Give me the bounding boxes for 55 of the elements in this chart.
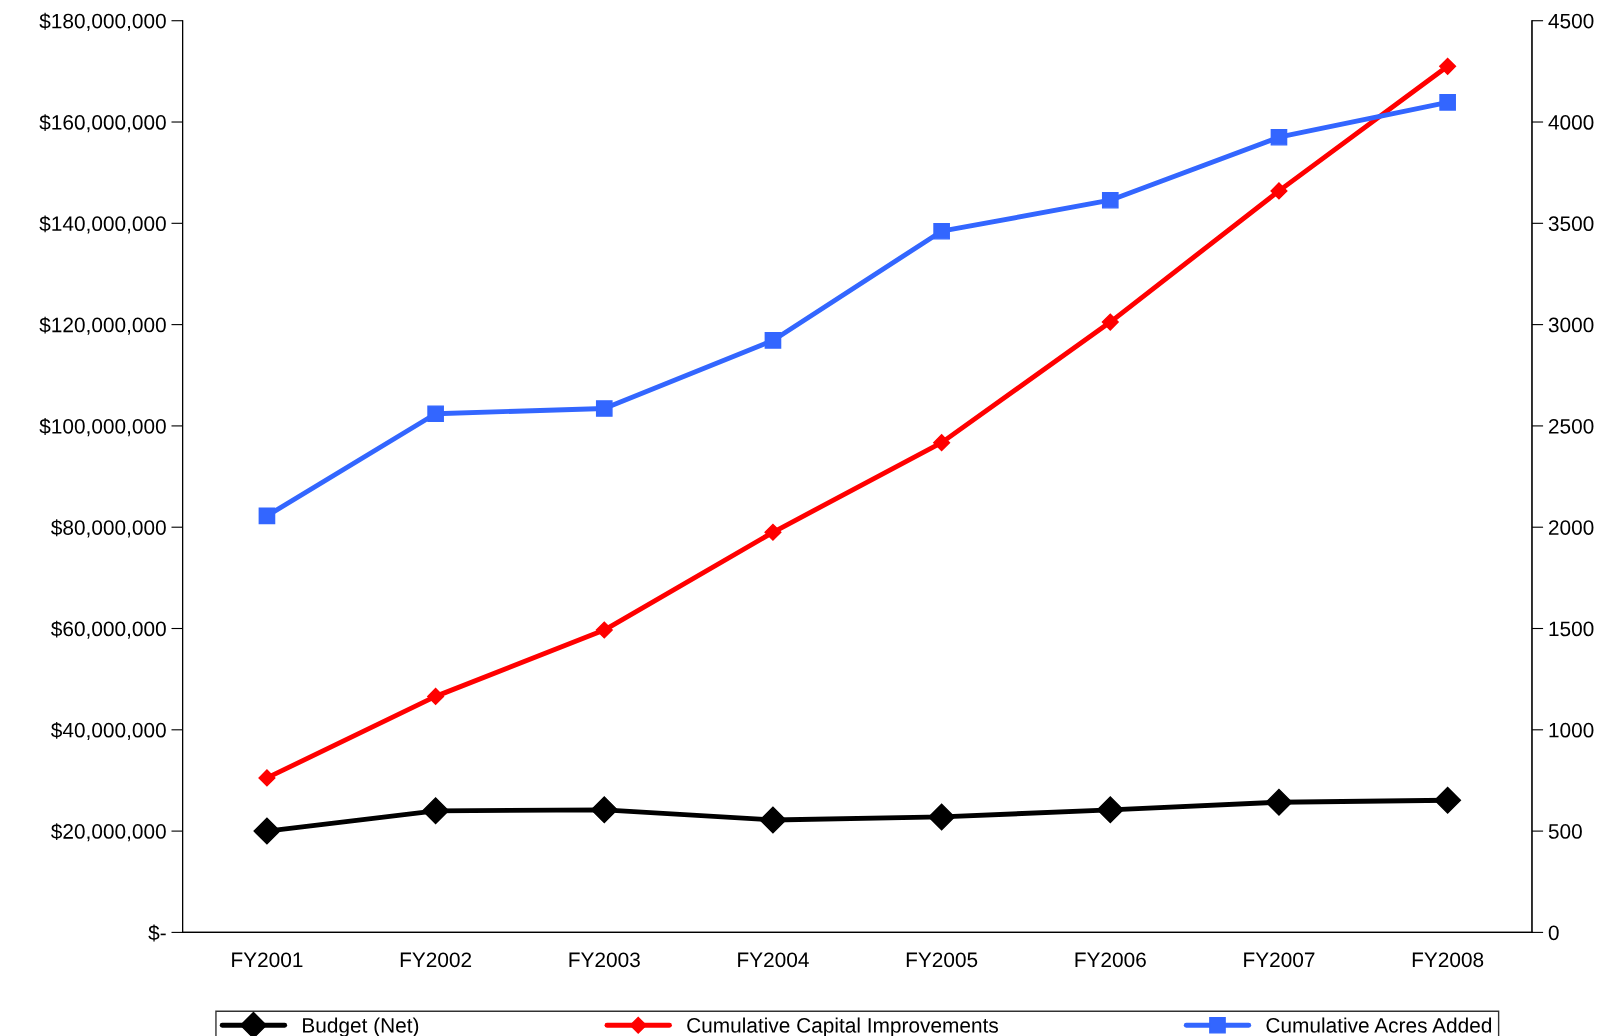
point — [1439, 57, 1457, 75]
y2-tick-label: 2000 — [1548, 520, 1594, 535]
point — [933, 434, 951, 452]
y2-tick-label: 500 — [1548, 824, 1582, 839]
y-tick-label: $60,000,000 — [51, 620, 166, 639]
point — [258, 507, 276, 525]
point — [933, 222, 950, 240]
legend-label: Cumulative Acres Added — [1266, 1017, 1492, 1033]
point — [764, 332, 782, 349]
legend-label: Budget (Net) — [303, 1017, 419, 1036]
x-tick-label: FY2008 — [1412, 952, 1484, 968]
y2-tick-label: 3000 — [1548, 317, 1594, 333]
point — [590, 796, 618, 824]
point — [595, 621, 613, 639]
y-tick-label: $40,000,000 — [51, 721, 166, 741]
y2-tick-label: 4500 — [1548, 13, 1594, 29]
point — [595, 400, 613, 417]
y2-tick-label: 4000 — [1548, 115, 1594, 130]
point — [427, 405, 444, 423]
point — [258, 769, 276, 787]
point — [253, 817, 281, 845]
y2-tick-label: 2500 — [1548, 418, 1594, 434]
point — [427, 687, 445, 705]
y-tick-label: $20,000,000 — [51, 823, 166, 842]
point — [1270, 182, 1288, 200]
point — [422, 797, 450, 825]
point — [1096, 796, 1124, 824]
x-tick-label: FY2002 — [400, 952, 472, 968]
point — [1265, 788, 1293, 816]
point — [928, 803, 956, 831]
y-tick-label: $140,000,000 — [39, 215, 166, 234]
point — [1101, 313, 1119, 331]
y-tick-label: $- — [148, 924, 166, 942]
x-tick-label: FY2007 — [1244, 952, 1315, 968]
x-tick-label: FY2001 — [232, 952, 303, 968]
x-tick-label: FY2003 — [569, 952, 640, 968]
y2-tick-label: 3500 — [1548, 216, 1594, 232]
point — [1270, 128, 1288, 146]
legend-label: Cumulative Capital Improvements — [687, 1017, 998, 1036]
point — [764, 523, 782, 541]
point — [1101, 191, 1119, 209]
y-tick-label: $100,000,000 — [39, 418, 166, 437]
y2-tick-label: 1000 — [1549, 722, 1594, 738]
point — [1434, 786, 1462, 814]
y2-tick-label: 0 — [1548, 925, 1559, 941]
y2-tick-label: 1500 — [1549, 621, 1594, 637]
y-tick-label: $160,000,000 — [39, 114, 166, 133]
point — [1439, 94, 1456, 111]
y-tick-label: $120,000,000 — [39, 316, 166, 335]
x-tick-label: FY2005 — [906, 952, 978, 968]
y-tick-label: $180,000,000 — [39, 12, 166, 31]
y-tick-label: $80,000,000 — [51, 519, 166, 538]
x-tick-label: FY2006 — [1075, 952, 1146, 968]
point — [759, 806, 787, 834]
x-tick-label: FY2004 — [738, 952, 809, 968]
